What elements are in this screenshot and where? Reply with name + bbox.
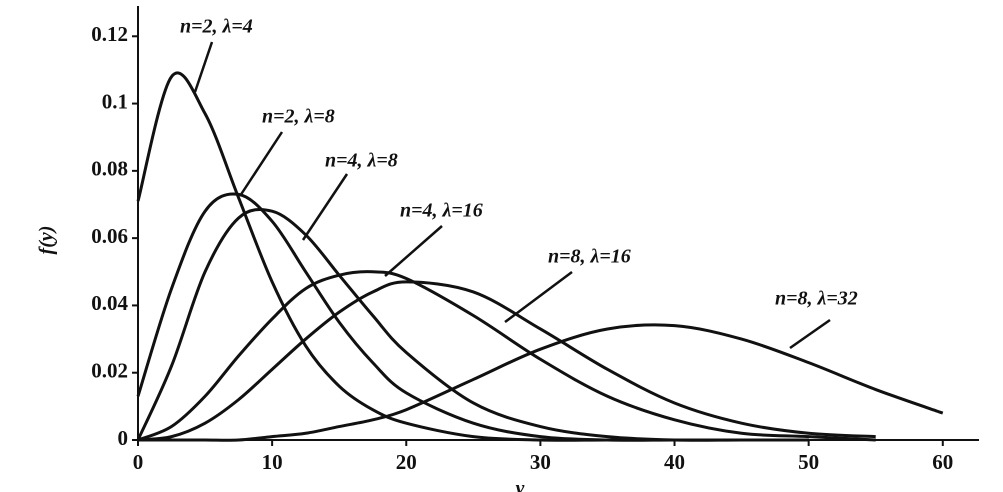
y-tick-label: 0.1	[102, 89, 128, 113]
y-axis-label: f(y)	[36, 226, 58, 255]
x-tick-label: 30	[530, 450, 551, 474]
series-line	[137, 280, 876, 442]
leader-line	[384, 225, 443, 277]
leader-line	[301, 173, 349, 241]
series-line	[137, 270, 876, 442]
x-tick-label: 10	[262, 450, 283, 474]
series-label: n=8, λ=32	[775, 288, 858, 310]
x-tick-label: 60	[932, 450, 953, 474]
x-tick-label: 50	[798, 450, 819, 474]
x-tick-label: 40	[664, 450, 685, 474]
series-label: n=2, λ=4	[180, 16, 253, 38]
y-tick-label: 0.02	[91, 359, 128, 383]
y-tick-label: 0.08	[91, 157, 128, 181]
leader-line	[789, 318, 831, 350]
y-tick-label: 0.12	[91, 22, 128, 46]
leader-line	[193, 41, 214, 93]
series-label: n=4, λ=16	[400, 200, 483, 222]
x-axis-label: y	[514, 478, 525, 492]
series-label: n=8, λ=16	[548, 246, 631, 268]
leader-line	[504, 270, 573, 324]
x-tick-label: 20	[396, 450, 417, 474]
x-tick-label: 0	[133, 450, 144, 474]
y-tick-label: 0.06	[91, 224, 128, 248]
series-label: n=4, λ=8	[325, 150, 398, 172]
y-tick-label: 0	[118, 426, 129, 450]
leader-line	[238, 131, 284, 197]
series-line	[136, 207, 809, 442]
series-line	[136, 71, 809, 442]
series-label: n=2, λ=8	[262, 106, 335, 128]
series-line	[138, 323, 944, 442]
y-tick-label: 0.04	[91, 291, 128, 315]
